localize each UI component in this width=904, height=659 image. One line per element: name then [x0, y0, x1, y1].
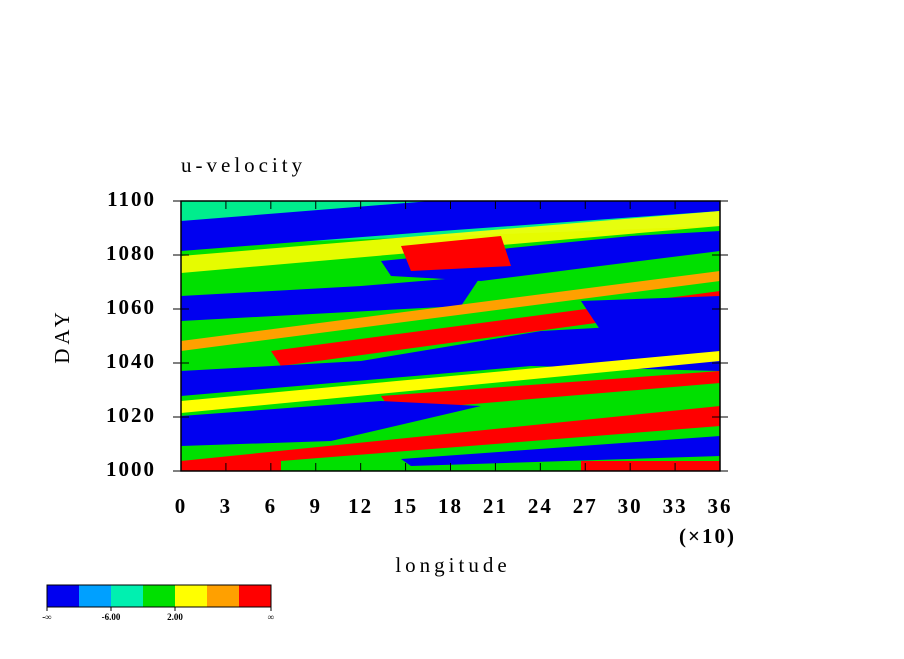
x-tick-label: 36	[708, 494, 733, 518]
colorbar-label: ∞	[268, 612, 274, 622]
colorbar-label: 2.00	[167, 612, 183, 622]
y-tick-label: 1080	[106, 241, 156, 265]
field	[181, 201, 720, 471]
colorbar-frame	[46, 584, 272, 608]
colorbar-label: -6.00	[102, 612, 121, 622]
y-tick-label: 1060	[106, 295, 156, 319]
colorbar-swatch	[47, 585, 79, 607]
x-tick-label: 21	[483, 494, 508, 518]
colorbar-swatch	[111, 585, 143, 607]
x-tick-label: 6	[265, 494, 278, 518]
colorbar-swatch	[239, 585, 271, 607]
colorbar-swatch	[175, 585, 207, 607]
x-multiplier: (×10)	[679, 524, 736, 548]
x-tick-label: 33	[663, 494, 688, 518]
x-tick-label: 3	[220, 494, 233, 518]
x-tick-label: 0	[175, 494, 188, 518]
x-tick-label: 9	[310, 494, 323, 518]
y-tick-label: 1100	[107, 187, 156, 211]
colorbar-swatch	[79, 585, 111, 607]
x-tick-label: 24	[528, 494, 553, 518]
x-tick-label: 18	[438, 494, 463, 518]
y-tick-label: 1000	[106, 457, 156, 481]
x-tick-label: 12	[348, 494, 373, 518]
x-tick-label: 27	[573, 494, 598, 518]
y-axis-label: DAY	[50, 308, 74, 364]
y-tick-label: 1020	[106, 403, 156, 427]
colorbar-swatch	[143, 585, 175, 607]
colorbar-label: -∞	[42, 612, 51, 622]
colorbar-swatch	[207, 585, 239, 607]
x-tick-label: 15	[393, 494, 418, 518]
chart-title: u-velocity	[181, 153, 306, 177]
y-tick-label: 1040	[106, 349, 156, 373]
x-axis-label: longitude	[395, 553, 510, 577]
x-tick-label: 30	[618, 494, 643, 518]
